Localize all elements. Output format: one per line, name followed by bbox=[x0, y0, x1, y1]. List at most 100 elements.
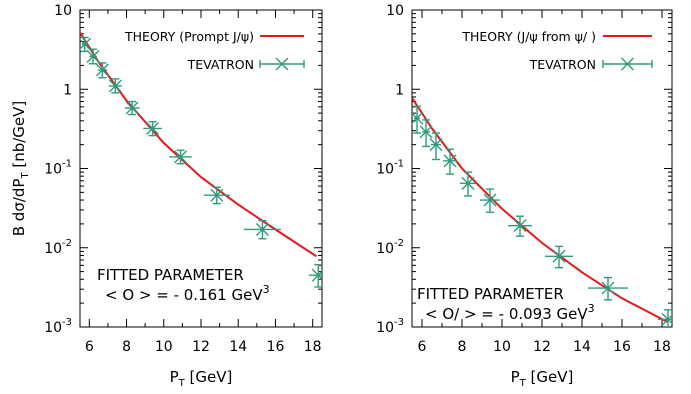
data-marker-stroke bbox=[210, 188, 224, 202]
data-point bbox=[308, 264, 322, 288]
x-axis-label-unit: [GeV] bbox=[526, 368, 574, 386]
y-tick-label-base: 1 bbox=[63, 82, 72, 98]
data-point bbox=[508, 215, 532, 237]
x-tick-label: 18 bbox=[304, 339, 322, 355]
data-marker-stroke bbox=[513, 219, 527, 233]
y-tick-label-base: 10 bbox=[376, 320, 394, 336]
data-point bbox=[429, 132, 443, 161]
data-marker-stroke bbox=[95, 63, 109, 77]
legend-label: THEORY (Prompt J/ψ) bbox=[124, 29, 254, 44]
data-marker-stroke bbox=[461, 176, 475, 190]
x-axis-label-subscript: T bbox=[178, 378, 186, 389]
x-tick-label: 8 bbox=[122, 339, 131, 355]
y-tick-label-base: 10 bbox=[54, 3, 72, 19]
legend-marker-stroke bbox=[275, 57, 289, 71]
y-tick-label: 10 bbox=[54, 3, 72, 19]
data-point bbox=[243, 219, 282, 240]
y-tick-label: 10-3 bbox=[376, 317, 404, 336]
legend-errorbar-swatch bbox=[259, 57, 305, 71]
y-tick-label-base: 10 bbox=[386, 3, 404, 19]
y-tick-label-exponent: -3 bbox=[62, 317, 72, 328]
fit-annotation-value-text: < O/ > = - 0.093 GeV bbox=[425, 305, 588, 323]
data-marker-stroke bbox=[125, 101, 139, 115]
x-axis-label: PT [GeV] bbox=[511, 368, 574, 389]
data-point bbox=[80, 36, 92, 53]
data-point bbox=[169, 149, 192, 165]
y-tick-label-base: 10 bbox=[44, 320, 62, 336]
data-marker-stroke bbox=[146, 121, 160, 135]
y-axis-label-unit: [nb/GeV] bbox=[10, 101, 28, 173]
data-point bbox=[86, 48, 100, 65]
fit-annotation-value: < O > = - 0.161 GeV3 bbox=[105, 283, 270, 304]
y-tick-label-base: 10 bbox=[44, 162, 62, 178]
data-point bbox=[203, 186, 230, 205]
x-tick-label: 16 bbox=[613, 339, 631, 355]
x-axis-label-unit: [GeV] bbox=[185, 368, 233, 386]
data-marker-stroke bbox=[443, 154, 457, 168]
fit-annotation-value-exponent: 3 bbox=[588, 302, 595, 315]
y-tick-label: 10-2 bbox=[376, 238, 404, 257]
data-point bbox=[419, 119, 433, 148]
x-tick-label: 16 bbox=[267, 339, 285, 355]
y-tick-label: 10-3 bbox=[44, 317, 72, 336]
x-tick-label: 10 bbox=[155, 339, 173, 355]
x-tick-label: 12 bbox=[533, 339, 551, 355]
y-tick-label: 10-1 bbox=[44, 159, 72, 178]
data-point bbox=[480, 188, 500, 214]
data-marker-stroke bbox=[661, 314, 672, 326]
data-point bbox=[460, 171, 476, 197]
data-point bbox=[143, 120, 162, 137]
data-marker-stroke bbox=[552, 249, 566, 263]
data-marker-stroke bbox=[419, 125, 433, 139]
y-axis-label: B dσ/dPT [nb/GeV] bbox=[10, 101, 31, 237]
y-tick-label: 1 bbox=[63, 82, 72, 98]
x-axis-label-main: P bbox=[511, 368, 520, 386]
data-point bbox=[108, 78, 122, 94]
legend-label: THEORY (J/ψ from ψ/ ) bbox=[461, 29, 596, 44]
x-tick-label: 14 bbox=[229, 339, 247, 355]
x-tick-label: 10 bbox=[493, 339, 511, 355]
y-axis-label-sigma: σ bbox=[10, 202, 28, 212]
fit-annotation-title: FITTED PARAMETER bbox=[97, 266, 244, 284]
data-point bbox=[588, 276, 628, 301]
data-point bbox=[658, 309, 672, 327]
data-point bbox=[545, 245, 573, 269]
y-tick-label-exponent: -1 bbox=[62, 159, 72, 170]
y-tick-label-exponent: -1 bbox=[394, 159, 404, 170]
data-marker-stroke bbox=[601, 281, 615, 295]
legend-label: TEVATRON bbox=[187, 57, 254, 72]
y-axis-label-part: /dP bbox=[10, 179, 28, 203]
legend-marker-stroke bbox=[621, 57, 634, 71]
y-axis-label-subscript: T bbox=[20, 172, 31, 180]
y-tick-label: 10-1 bbox=[376, 159, 404, 178]
y-tick-label-exponent: -2 bbox=[394, 238, 404, 249]
y-tick-label-base: 10 bbox=[376, 241, 394, 257]
y-tick-label-exponent: -3 bbox=[394, 317, 404, 328]
legend-label: TEVATRON bbox=[529, 57, 596, 72]
y-tick-label-base: 10 bbox=[376, 162, 394, 178]
fit-annotation-value-exponent: 3 bbox=[263, 283, 270, 296]
data-marker-stroke bbox=[80, 37, 92, 50]
y-tick-label-base: 10 bbox=[44, 241, 62, 257]
x-axis-label: PT [GeV] bbox=[170, 368, 233, 389]
data-marker-stroke bbox=[174, 150, 188, 164]
y-tick-label-exponent: -2 bbox=[62, 238, 72, 249]
x-tick-label: 6 bbox=[418, 339, 427, 355]
data-point bbox=[95, 62, 109, 79]
x-tick-label: 8 bbox=[458, 339, 467, 355]
data-point bbox=[443, 148, 457, 175]
y-axis-label-part: B d bbox=[10, 212, 28, 237]
data-marker-stroke bbox=[483, 193, 497, 207]
data-point bbox=[124, 100, 140, 116]
fit-annotation-value: < O/ > = - 0.093 GeV3 bbox=[425, 302, 595, 323]
data-point bbox=[412, 105, 424, 134]
legend-errorbar-swatch bbox=[602, 57, 653, 71]
y-tick-label: 10-2 bbox=[44, 238, 72, 257]
fit-annotation-value-text: < O > = - 0.161 GeV bbox=[105, 286, 263, 304]
data-marker-stroke bbox=[429, 138, 443, 152]
y-tick-label: 1 bbox=[395, 82, 404, 98]
